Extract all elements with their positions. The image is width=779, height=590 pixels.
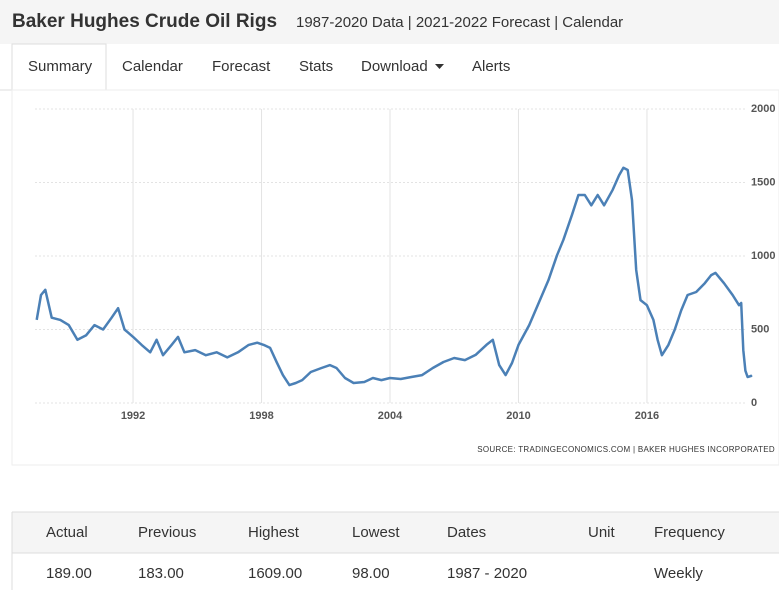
table-cell: 1609.00 — [248, 565, 302, 582]
caret — [435, 64, 444, 69]
column-header: Dates — [447, 524, 486, 541]
data-line — [35, 166, 753, 387]
column-header: Lowest — [352, 524, 400, 541]
x-tick-label: 1998 — [249, 410, 273, 422]
page-subtitle: 1987-2020 Data | 2021-2022 Forecast | Ca… — [296, 14, 623, 31]
x-tick-label: 2004 — [378, 410, 403, 422]
column-header: Unit — [588, 524, 616, 541]
x-tick-label: 1992 — [121, 410, 145, 422]
chart-panel — [11, 89, 779, 466]
y-tick-label: 2000 — [751, 103, 775, 115]
active-tab — [11, 43, 107, 90]
column-header: Actual — [46, 524, 88, 541]
table-cell: 189.00 — [46, 565, 92, 582]
page-title: Baker Hughes Crude Oil Rigs — [12, 11, 277, 32]
y-tick-label: 0 — [751, 397, 757, 409]
tab[interactable]: Download — [361, 58, 428, 75]
table-cell: 98.00 — [352, 565, 390, 582]
column-header: Frequency — [654, 524, 725, 541]
y-tick-label: 1000 — [751, 250, 775, 262]
tab[interactable]: Stats — [299, 58, 333, 75]
table-cell: 1987 - 2020 — [447, 565, 527, 582]
tab[interactable]: Calendar — [122, 58, 183, 75]
y-tick-label: 500 — [751, 323, 769, 335]
table-cell: 183.00 — [138, 565, 184, 582]
table-cell: Weekly — [654, 565, 703, 582]
x-tick-label: 2010 — [506, 410, 530, 422]
column-header: Highest — [248, 524, 300, 541]
y-tick-label: 1500 — [751, 176, 775, 188]
header-band — [0, 0, 779, 44]
tab[interactable]: Summary — [28, 58, 93, 75]
source-note: SOURCE: TRADINGECONOMICS.COM | BAKER HUG… — [477, 445, 775, 454]
column-header: Previous — [138, 524, 196, 541]
x-tick-label: 2016 — [635, 410, 659, 422]
tab[interactable]: Alerts — [472, 58, 510, 75]
table-header-band — [12, 512, 779, 553]
tab[interactable]: Forecast — [212, 58, 271, 75]
